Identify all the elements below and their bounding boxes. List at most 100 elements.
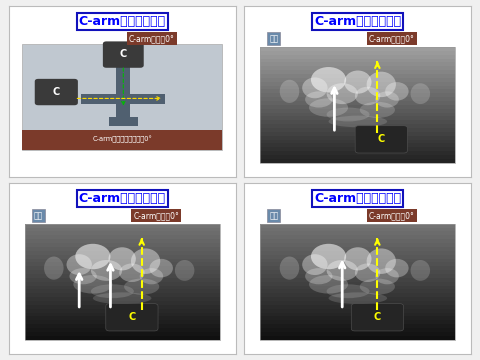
Bar: [24, 328, 220, 332]
Bar: [260, 55, 456, 59]
Text: C-armは常に0°: C-armは常に0°: [133, 211, 179, 220]
Bar: [260, 51, 456, 55]
FancyBboxPatch shape: [35, 79, 78, 105]
Bar: [24, 297, 220, 301]
Bar: [24, 243, 220, 247]
Bar: [260, 151, 456, 156]
Text: 正面: 正面: [269, 34, 278, 43]
Bar: [260, 251, 456, 255]
Bar: [260, 262, 456, 266]
Bar: [22, 130, 222, 149]
Bar: [260, 78, 456, 82]
Ellipse shape: [367, 72, 396, 97]
Ellipse shape: [280, 257, 299, 280]
Bar: [81, 94, 165, 104]
Ellipse shape: [70, 268, 97, 284]
Bar: [24, 332, 220, 336]
Bar: [22, 44, 222, 149]
Ellipse shape: [326, 284, 370, 298]
Ellipse shape: [410, 260, 430, 281]
Bar: [24, 282, 220, 286]
Text: C-armの扱いが煩雑: C-armの扱いが煩雑: [314, 192, 401, 205]
Ellipse shape: [326, 260, 358, 281]
Bar: [24, 309, 220, 313]
Bar: [24, 266, 220, 270]
Bar: [260, 132, 456, 136]
Bar: [24, 324, 220, 328]
Bar: [260, 128, 456, 132]
Bar: [24, 224, 220, 340]
Bar: [260, 270, 456, 274]
Text: C-armはベッドに対して0°: C-armはベッドに対して0°: [92, 136, 152, 143]
FancyBboxPatch shape: [351, 304, 404, 331]
Bar: [260, 316, 456, 321]
Bar: [260, 278, 456, 282]
Bar: [260, 59, 456, 63]
Bar: [260, 282, 456, 286]
Bar: [260, 324, 456, 328]
Ellipse shape: [344, 71, 372, 94]
Bar: [24, 301, 220, 305]
Bar: [260, 336, 456, 340]
Bar: [260, 231, 456, 236]
Bar: [260, 113, 456, 117]
Bar: [260, 74, 456, 78]
Text: C-armは常に0°: C-armは常に0°: [369, 211, 415, 220]
Bar: [260, 247, 456, 251]
Bar: [260, 320, 456, 324]
Ellipse shape: [375, 268, 399, 284]
Bar: [24, 228, 220, 232]
Ellipse shape: [385, 259, 408, 277]
FancyBboxPatch shape: [103, 41, 144, 68]
Bar: [260, 266, 456, 270]
Bar: [260, 235, 456, 239]
Bar: [260, 70, 456, 75]
Bar: [260, 47, 456, 51]
Bar: [260, 228, 456, 232]
Ellipse shape: [93, 292, 152, 304]
Bar: [24, 285, 220, 290]
Ellipse shape: [44, 257, 63, 280]
Bar: [260, 48, 456, 163]
Bar: [260, 301, 456, 305]
Bar: [24, 278, 220, 282]
Bar: [24, 224, 220, 228]
Ellipse shape: [73, 275, 112, 294]
Bar: [24, 274, 220, 278]
Ellipse shape: [360, 102, 395, 118]
Bar: [24, 293, 220, 297]
Bar: [260, 101, 456, 105]
Ellipse shape: [355, 264, 380, 282]
Bar: [260, 305, 456, 309]
FancyBboxPatch shape: [106, 304, 158, 331]
Ellipse shape: [355, 87, 380, 105]
Ellipse shape: [305, 268, 333, 284]
Ellipse shape: [75, 244, 110, 269]
Ellipse shape: [108, 247, 136, 270]
Bar: [260, 159, 456, 163]
Ellipse shape: [326, 83, 358, 104]
Text: C-armの扱いが煩雑: C-armの扱いが煩雑: [314, 15, 401, 28]
Bar: [260, 297, 456, 301]
Bar: [260, 224, 456, 340]
Text: C: C: [378, 134, 385, 144]
Bar: [24, 289, 220, 294]
Ellipse shape: [175, 260, 194, 281]
Ellipse shape: [140, 268, 163, 284]
Bar: [24, 312, 220, 317]
Bar: [260, 62, 456, 67]
Ellipse shape: [326, 108, 370, 121]
Bar: [24, 320, 220, 324]
Bar: [260, 289, 456, 294]
Text: C: C: [128, 312, 135, 322]
Bar: [260, 90, 456, 94]
Bar: [260, 293, 456, 297]
Ellipse shape: [328, 116, 387, 127]
Bar: [260, 328, 456, 332]
Bar: [260, 136, 456, 140]
Bar: [117, 58, 130, 121]
Bar: [24, 316, 220, 321]
Bar: [24, 262, 220, 266]
Bar: [24, 235, 220, 239]
Bar: [24, 251, 220, 255]
